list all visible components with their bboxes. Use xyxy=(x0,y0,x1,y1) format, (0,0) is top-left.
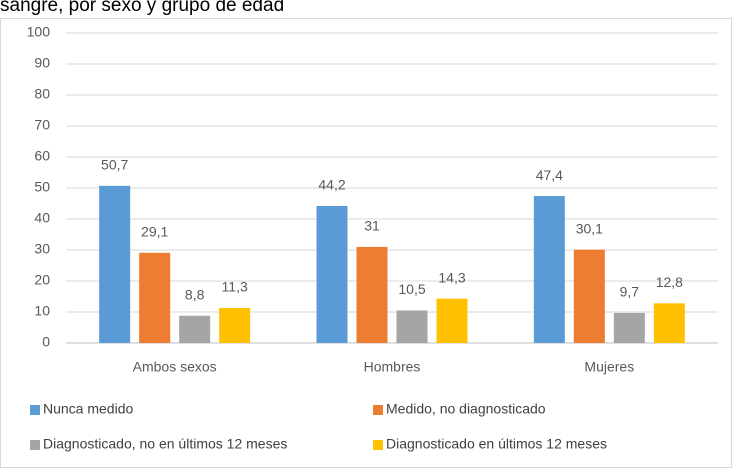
legend-label: Medido, no diagnosticado xyxy=(386,401,546,417)
y-tick-label: 100 xyxy=(27,24,51,40)
value-label: 12,8 xyxy=(656,274,683,290)
bar xyxy=(533,196,565,343)
x-tick-label: Hombres xyxy=(364,359,421,375)
value-label: 47,4 xyxy=(536,167,563,183)
value-label: 30,1 xyxy=(576,220,603,236)
value-label: 50,7 xyxy=(101,157,128,173)
bar xyxy=(139,252,171,343)
y-tick-label: 70 xyxy=(34,117,50,133)
legend-swatch xyxy=(30,405,40,415)
y-tick-label: 40 xyxy=(34,210,50,226)
value-label: 9,7 xyxy=(620,284,640,300)
value-label: 14,3 xyxy=(438,269,465,285)
x-tick-label: Mujeres xyxy=(584,359,634,375)
legend-label: Nunca medido xyxy=(43,401,133,417)
legend-swatch xyxy=(30,440,40,450)
y-tick-label: 50 xyxy=(34,179,50,195)
y-tick-label: 80 xyxy=(34,86,50,102)
value-label: 29,1 xyxy=(141,223,168,239)
bar xyxy=(356,246,388,343)
bar xyxy=(179,315,211,343)
bar xyxy=(573,249,605,343)
chart-title: sangre, por sexo y grupo de edad xyxy=(0,0,284,16)
legend-swatch xyxy=(373,440,383,450)
value-label: 8,8 xyxy=(185,286,205,302)
value-label: 10,5 xyxy=(398,281,425,297)
y-tick-label: 30 xyxy=(34,241,50,257)
bar xyxy=(99,185,131,343)
bar xyxy=(219,307,251,343)
value-label: 44,2 xyxy=(318,177,345,193)
value-label: 11,3 xyxy=(222,279,248,295)
bar xyxy=(613,312,645,343)
bar xyxy=(316,205,348,343)
y-tick-label: 90 xyxy=(34,55,50,71)
x-tick-label: Ambos sexos xyxy=(133,359,217,375)
legend-label: Diagnosticado en últimos 12 meses xyxy=(386,436,607,452)
y-tick-label: 0 xyxy=(42,334,50,350)
legend-swatch xyxy=(373,405,383,415)
y-tick-label: 60 xyxy=(34,148,50,164)
value-label: 31 xyxy=(364,218,380,234)
bar xyxy=(436,298,468,343)
y-tick-label: 10 xyxy=(34,303,50,319)
legend-label: Diagnosticado, no en últimos 12 meses xyxy=(43,436,287,452)
bar xyxy=(396,310,428,343)
y-tick-label: 20 xyxy=(34,272,50,288)
bar xyxy=(653,303,685,343)
